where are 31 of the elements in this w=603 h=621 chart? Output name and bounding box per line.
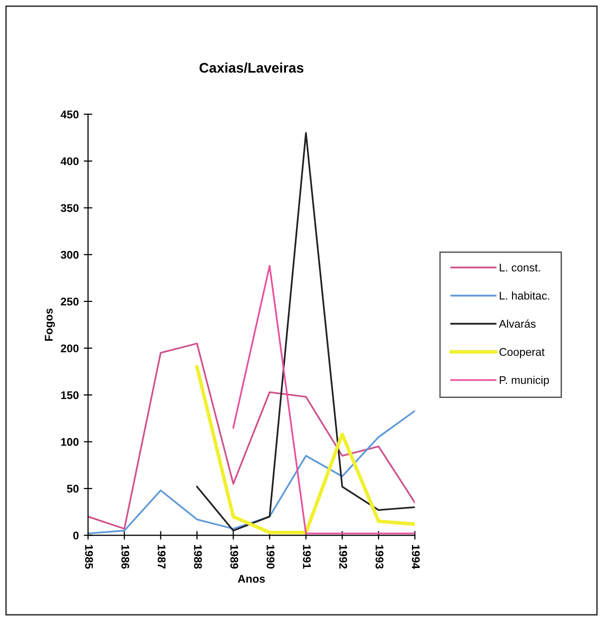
y-tick-label: 350 [60, 204, 79, 212]
x-tick-label: 1990 [266, 545, 274, 569]
x-tick-label: 1988 [194, 545, 202, 569]
x-axis-title: Anos [238, 575, 265, 583]
y-axis-title: Fogos [44, 308, 55, 341]
legend-label: P. municip [500, 376, 549, 386]
legend-label: L. const. [500, 264, 540, 272]
x-tick-label: 1985 [85, 545, 93, 569]
y-tick-label: 200 [60, 344, 79, 352]
legend-label: L. habitac. [500, 291, 550, 300]
line-series [196, 132, 415, 532]
x-tick-label: 1992 [339, 545, 348, 569]
x-tick-label: 1987 [158, 545, 166, 569]
legend-label: Cooperat [499, 348, 545, 358]
x-tick-label: 1994 [412, 545, 420, 569]
chart-title: Caxias/Laveiras [200, 62, 304, 73]
x-tick-label: 1989 [230, 545, 238, 569]
y-tick-label: 0 [73, 532, 79, 540]
y-tick-label: 150 [61, 391, 79, 400]
x-tick-label: 1993 [376, 545, 384, 569]
line-series [195, 365, 415, 534]
y-tick-label: 400 [60, 157, 79, 166]
legend-label: Alvarás [498, 319, 536, 328]
y-tick-label: 250 [60, 298, 79, 306]
y-tick-label: 100 [61, 438, 79, 446]
x-tick-label: 1991 [302, 545, 311, 569]
line-series [88, 342, 415, 530]
x-tick-label: 1986 [121, 545, 130, 569]
y-tick-label: 450 [60, 110, 79, 118]
y-tick-label: 300 [60, 250, 79, 259]
y-tick-label: 50 [66, 484, 79, 493]
